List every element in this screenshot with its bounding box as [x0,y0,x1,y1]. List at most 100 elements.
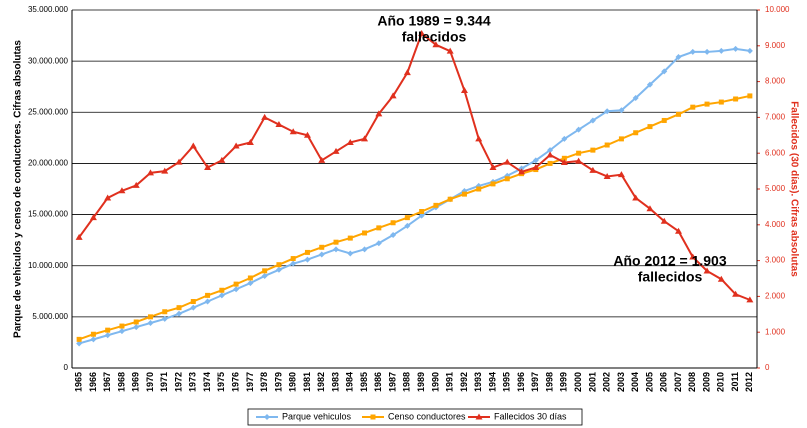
legend-label: Censo conductores [388,411,466,421]
x-tick-label: 1994 [487,372,497,392]
annotation: fallecidos [402,29,467,45]
x-tick-label: 1977 [245,372,255,392]
annotation: Año 2012 = 1.903 [613,253,726,269]
triangle-marker [575,157,583,164]
triangle-marker [318,156,326,163]
triangle-marker [589,166,597,173]
square-marker [461,191,467,197]
triangle-marker [204,164,212,171]
square-marker [247,275,253,281]
triangle-marker [703,267,711,274]
y2-tick-label: 2.000 [765,292,786,301]
square-marker [233,281,239,287]
diamond-marker [161,315,168,322]
square-marker [561,155,567,161]
diamond-marker [746,47,753,54]
square-marker [347,235,353,241]
diamond-marker [661,68,668,75]
x-tick-label: 1978 [259,372,269,392]
y2-tick-label: 6.000 [765,148,786,157]
diamond-marker [689,48,696,55]
diamond-marker [732,45,739,52]
diamond-marker [76,340,83,347]
square-marker [604,142,610,148]
square-marker [162,309,168,315]
x-tick-label: 2010 [716,372,726,392]
square-marker [333,239,339,245]
x-tick-label: 1993 [473,372,483,392]
square-marker [90,331,96,337]
x-tick-label: 1986 [373,372,383,392]
triangle-marker [361,135,369,142]
x-tick-label: 2003 [616,372,626,392]
y-tick-label: 35.000.000 [28,5,69,14]
x-tick-label: 1982 [316,372,326,392]
square-marker [447,196,453,202]
triangle-marker [89,214,97,221]
x-tick-label: 1989 [416,372,426,392]
x-tick-label: 1983 [330,372,340,392]
triangle-marker [75,233,83,240]
triangle-marker [389,92,397,99]
square-marker [219,287,225,293]
y-tick-label: 25.000.000 [28,107,69,116]
x-tick-label: 1969 [131,372,141,392]
y2-tick-label: 10.000 [765,5,790,14]
triangle-marker [132,181,140,188]
square-marker [147,314,153,320]
triangle-marker [603,172,611,179]
square-marker [747,93,753,99]
x-tick-label: 1998 [544,372,554,392]
triangle-marker [717,275,725,282]
square-marker [419,209,425,215]
diamond-marker [575,126,582,133]
diamond-marker [247,280,254,287]
diamond-marker [147,319,154,326]
triangle-marker [104,194,112,201]
x-tick-label: 1979 [273,372,283,392]
x-tick-label: 1972 [173,372,183,392]
y-tick-label: 0 [64,363,69,372]
x-tick-label: 1981 [302,372,312,392]
legend-box [247,408,583,426]
square-marker [76,336,82,342]
y2-tick-label: 0 [765,363,770,372]
x-tick-label: 1976 [230,372,240,392]
triangle-marker [646,205,654,212]
diamond-marker [333,246,340,253]
square-marker [676,111,682,117]
legend-marker [475,413,483,420]
triangle-marker [146,169,154,176]
y-tick-label: 10.000.000 [28,261,69,270]
x-tick-label: 1971 [159,372,169,392]
x-tick-label: 1999 [559,372,569,392]
diamond-marker [133,324,140,331]
triangle-marker [175,158,183,165]
series-line [78,47,751,345]
y-tick-label: 15.000.000 [28,210,69,219]
triangle-marker [746,296,754,303]
y2-tick-label: 8.000 [765,77,786,86]
square-marker [176,305,182,311]
x-tick-label: 1985 [359,372,369,392]
diamond-marker [318,251,325,258]
diamond-marker [561,135,568,142]
triangle-marker [617,171,625,178]
square-marker [404,215,410,221]
square-marker [504,176,510,182]
diamond-marker [547,147,554,154]
x-tick-label: 1988 [402,372,412,392]
diamond-marker [375,240,382,247]
triangle-marker [418,29,426,36]
diamond-marker [632,94,639,101]
triangle-marker [375,110,383,117]
annotation: Año 1989 = 9.344 [377,13,490,29]
x-tick-label: 1967 [102,372,112,392]
y-tick-label: 20.000.000 [28,159,69,168]
square-marker [205,292,211,298]
x-tick-label: 2004 [630,372,640,392]
triangle-marker [489,164,497,171]
y2-tick-label: 9.000 [765,41,786,50]
diamond-marker [275,266,282,273]
triangle-marker [161,167,169,174]
